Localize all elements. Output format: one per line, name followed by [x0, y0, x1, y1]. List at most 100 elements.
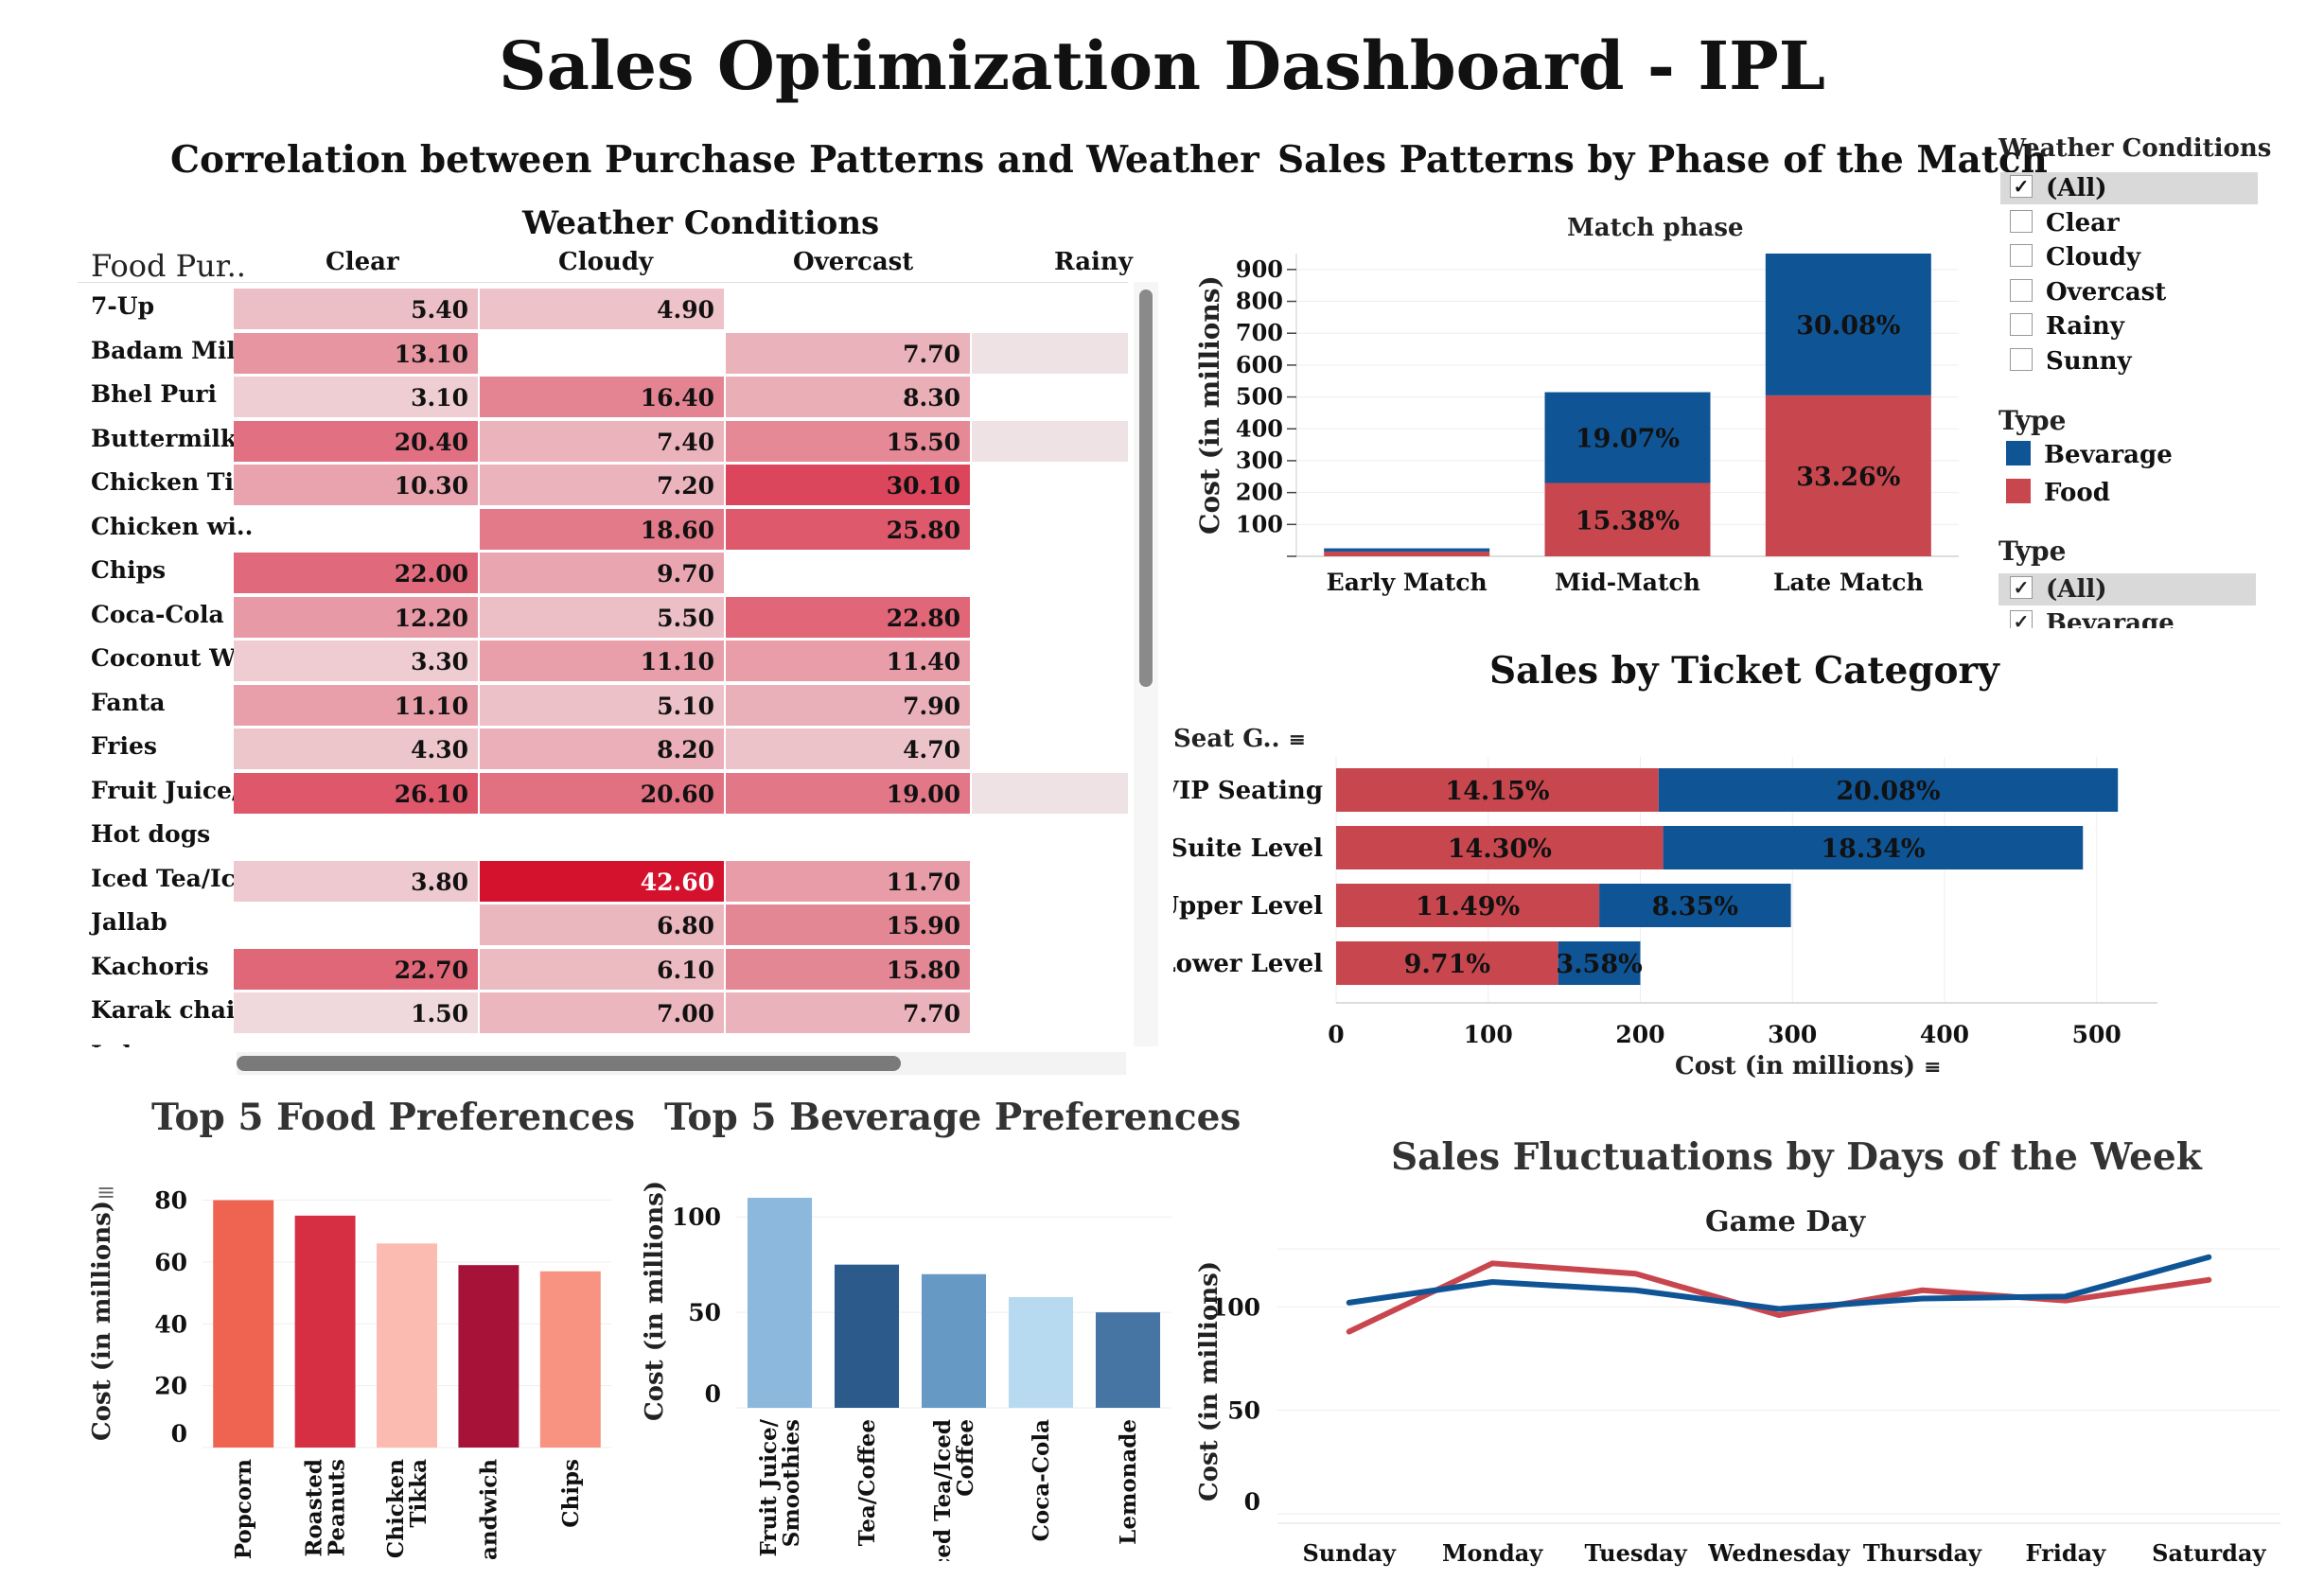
weather-filter-label: Overcast [2046, 277, 2167, 307]
heatmap-cell[interactable]: 4.30 [234, 729, 478, 769]
heatmap-cell[interactable]: 26.10 [234, 772, 478, 814]
heatmap-cell[interactable]: 7.70 [726, 992, 970, 1033]
ticket-row-header[interactable]: Seat G.. ≡ [1173, 725, 1306, 753]
heatmap-cell[interactable]: 4.90 [480, 289, 724, 329]
heatmap-row[interactable]: Buttermilk 20.40 7.40 15.50 [78, 419, 1128, 462]
heatmap-cell[interactable]: 5.40 [234, 289, 478, 329]
heatmap-cell[interactable]: 6.80 [480, 904, 724, 945]
heatmap-cell[interactable]: 3.30 [234, 641, 478, 681]
heatmap-cell[interactable]: 30.10 [726, 465, 970, 505]
type-filter-bevarage[interactable]: ✓ Bevarage [1998, 607, 2256, 628]
sort-icon[interactable]: ≡ [1924, 1055, 1942, 1080]
heatmap-col-cloudy[interactable]: Cloudy [558, 248, 654, 276]
heatmap-row-header[interactable]: Food Pur.. [91, 248, 246, 284]
heatmap-row[interactable]: Coca-Cola 12.20 5.50 22.80 [78, 595, 1128, 638]
x-tick-label: Fruit Juice/ [756, 1418, 782, 1556]
weather-filter-clear[interactable]: Clear [2000, 207, 2258, 239]
heatmap-row[interactable]: Chicken wi.. 18.60 25.80 [78, 507, 1128, 550]
heatmap-cell[interactable]: 42.60 [480, 860, 724, 902]
checkbox-icon[interactable] [2010, 278, 2033, 302]
heatmap-cell[interactable]: 8.30 [726, 377, 970, 417]
heatmap-cell[interactable]: 25.80 [726, 508, 970, 550]
heatmap-row[interactable]: Chicken Tik.. 10.30 7.20 30.10 [78, 463, 1128, 505]
type-filter-all[interactable]: ✓ (All) [1998, 573, 2256, 606]
x-tick-label: Popcorn [231, 1459, 256, 1560]
weather-filter-overcast[interactable]: Overcast [2000, 276, 2258, 308]
heatmap-col-overcast[interactable]: Overcast [793, 248, 914, 276]
type-legend-item-bevarage[interactable]: Bevarage [2006, 441, 2173, 473]
bar-data-label: 20.08% [1836, 777, 1940, 806]
checkbox-icon[interactable]: ✓ [2010, 610, 2033, 628]
heatmap-cell[interactable]: 1.50 [234, 992, 478, 1033]
heatmap-cell[interactable]: 7.90 [726, 684, 970, 726]
sort-icon[interactable]: ≡ [97, 1179, 115, 1205]
heatmap-row[interactable]: Iced Tea/Ic.. 3.80 42.60 11.70 [78, 859, 1128, 902]
heatmap-cell[interactable]: 15.50 [726, 420, 970, 462]
heatmap-cell[interactable]: 22.80 [726, 596, 970, 638]
checkbox-icon[interactable] [2010, 209, 2033, 233]
checkbox-icon[interactable] [2010, 347, 2033, 371]
weather-filter-label: (All) [2046, 174, 2107, 202]
heatmap-cell[interactable] [972, 772, 1128, 814]
sort-icon[interactable]: ≡ [1288, 728, 1307, 752]
heatmap-row[interactable]: Chips 22.00 9.70 [78, 551, 1128, 593]
heatmap-cell[interactable]: 11.10 [234, 684, 478, 726]
heatmap-cell[interactable]: 5.10 [480, 684, 724, 726]
heatmap-cell[interactable]: 22.70 [234, 948, 478, 990]
checkbox-icon[interactable] [2010, 244, 2033, 267]
heatmap-row[interactable]: Fries 4.30 8.20 4.70 [78, 727, 1128, 769]
checkbox-icon[interactable]: ✓ [2010, 175, 2033, 198]
heatmap-row[interactable]: Fruit Juice/.. 26.10 20.60 19.00 [78, 771, 1128, 814]
heatmap-cell[interactable]: 3.10 [234, 377, 478, 417]
heatmap-row[interactable]: Laban [78, 1035, 1128, 1048]
heatmap-cell[interactable]: 3.80 [234, 860, 478, 902]
heatmap-cell[interactable]: 15.90 [726, 904, 970, 945]
heatmap-row[interactable]: Fanta 11.10 5.10 7.90 [78, 683, 1128, 726]
heatmap-cell[interactable]: 7.40 [480, 420, 724, 462]
heatmap-cell[interactable]: 10.30 [234, 465, 478, 505]
weather-filter-all[interactable]: ✓ (All) [2000, 172, 2258, 204]
y-tick-label: 200 [1236, 479, 1283, 506]
heatmap-cell[interactable]: 6.10 [480, 948, 724, 990]
weather-filter-cloudy[interactable]: Cloudy [2000, 241, 2258, 273]
heatmap-vertical-scrollbar[interactable] [1139, 290, 1153, 687]
heatmap-row[interactable]: Hot dogs [78, 815, 1128, 857]
heatmap-cell[interactable]: 18.60 [480, 508, 724, 550]
heatmap-cell[interactable]: 4.70 [726, 729, 970, 769]
heatmap-cell[interactable]: 13.10 [234, 332, 478, 374]
heatmap-row[interactable]: Coconut W.. 3.30 11.10 11.40 [78, 639, 1128, 681]
heatmap-row[interactable]: 7-Up 5.40 4.90 [78, 287, 1128, 329]
type-legend-item-food[interactable]: Food [2006, 479, 2110, 511]
heatmap-row[interactable]: Karak chai 1.50 7.00 7.70 [78, 991, 1128, 1033]
heatmap-row[interactable]: Badam Milk 13.10 7.70 [78, 331, 1128, 374]
heatmap-cell[interactable] [972, 420, 1128, 462]
heatmap-cell[interactable]: 20.60 [480, 772, 724, 814]
heatmap-row[interactable]: Bhel Puri 3.10 16.40 8.30 [78, 375, 1128, 417]
weather-filter-sunny[interactable]: Sunny [2000, 345, 2258, 377]
heatmap-horizontal-scrollbar[interactable] [237, 1056, 901, 1071]
heatmap-row[interactable]: Kachoris 22.70 6.10 15.80 [78, 947, 1128, 990]
weather-filter-rainy[interactable]: Rainy [2000, 310, 2258, 342]
heatmap-cell[interactable]: 5.50 [480, 596, 724, 638]
heatmap-cell[interactable]: 15.80 [726, 948, 970, 990]
heatmap-cell[interactable] [972, 332, 1128, 374]
bar-fruit-juice-smoothies [747, 1198, 813, 1408]
heatmap-col-rainy[interactable]: Rainy [1054, 248, 1133, 276]
heatmap-cell[interactable]: 9.70 [480, 553, 724, 593]
heatmap-cell[interactable]: 11.10 [480, 641, 724, 681]
heatmap-cell[interactable]: 8.20 [480, 729, 724, 769]
checkbox-icon[interactable] [2010, 313, 2033, 336]
heatmap-cell[interactable]: 22.00 [234, 553, 478, 593]
heatmap-cell[interactable]: 11.40 [726, 641, 970, 681]
heatmap-col-clear[interactable]: Clear [326, 248, 399, 276]
heatmap-cell[interactable]: 7.70 [726, 332, 970, 374]
heatmap-cell[interactable]: 7.00 [480, 992, 724, 1033]
heatmap-cell[interactable]: 19.00 [726, 772, 970, 814]
heatmap-cell[interactable]: 11.70 [726, 860, 970, 902]
checkbox-icon[interactable]: ✓ [2010, 576, 2033, 599]
heatmap-cell[interactable]: 20.40 [234, 420, 478, 462]
heatmap-cell[interactable]: 16.40 [480, 377, 724, 417]
heatmap-cell[interactable]: 12.20 [234, 596, 478, 638]
heatmap-row[interactable]: Jallab 6.80 15.90 [78, 903, 1128, 945]
heatmap-cell[interactable]: 7.20 [480, 465, 724, 505]
